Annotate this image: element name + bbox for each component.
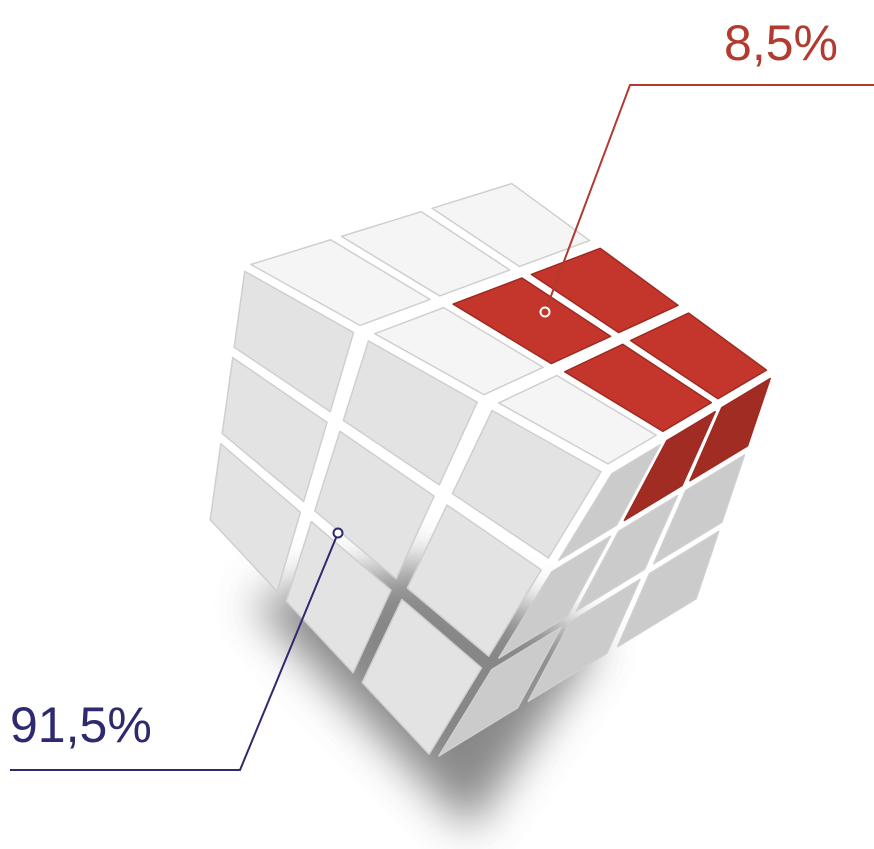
share-white xyxy=(209,182,746,757)
cube xyxy=(209,182,771,757)
cubelet xyxy=(530,247,679,334)
cubelet xyxy=(314,430,435,580)
cubelet xyxy=(652,454,746,565)
cubelet xyxy=(527,578,641,703)
value-label: 8,5% xyxy=(724,15,838,71)
cubelet xyxy=(451,409,602,559)
cubelet xyxy=(498,374,658,465)
cubelet xyxy=(285,520,392,674)
cubelet xyxy=(558,444,661,561)
cubelet xyxy=(221,356,328,503)
cubelet xyxy=(340,210,511,297)
cubelet xyxy=(406,504,543,657)
leader-dot xyxy=(332,527,344,539)
cubelet xyxy=(342,340,479,486)
cubelet xyxy=(233,270,355,413)
cubelet xyxy=(623,410,716,522)
cubelet xyxy=(629,312,768,400)
cubelet xyxy=(250,239,431,327)
cubelet xyxy=(689,377,771,482)
cubelet xyxy=(563,343,713,433)
value-label: 91,5% xyxy=(10,697,152,753)
cubelet xyxy=(438,626,562,757)
cubelet xyxy=(575,494,679,612)
leader-line xyxy=(544,84,874,313)
cubelet xyxy=(209,443,302,593)
cubelet xyxy=(361,598,483,755)
leader-line xyxy=(10,532,339,771)
share-red xyxy=(452,247,771,522)
leader-dot xyxy=(539,306,551,318)
cubelet xyxy=(374,306,544,396)
cubelet xyxy=(431,182,591,268)
cubelet xyxy=(616,530,720,648)
cubelet xyxy=(498,535,612,659)
cubelet xyxy=(452,277,612,365)
